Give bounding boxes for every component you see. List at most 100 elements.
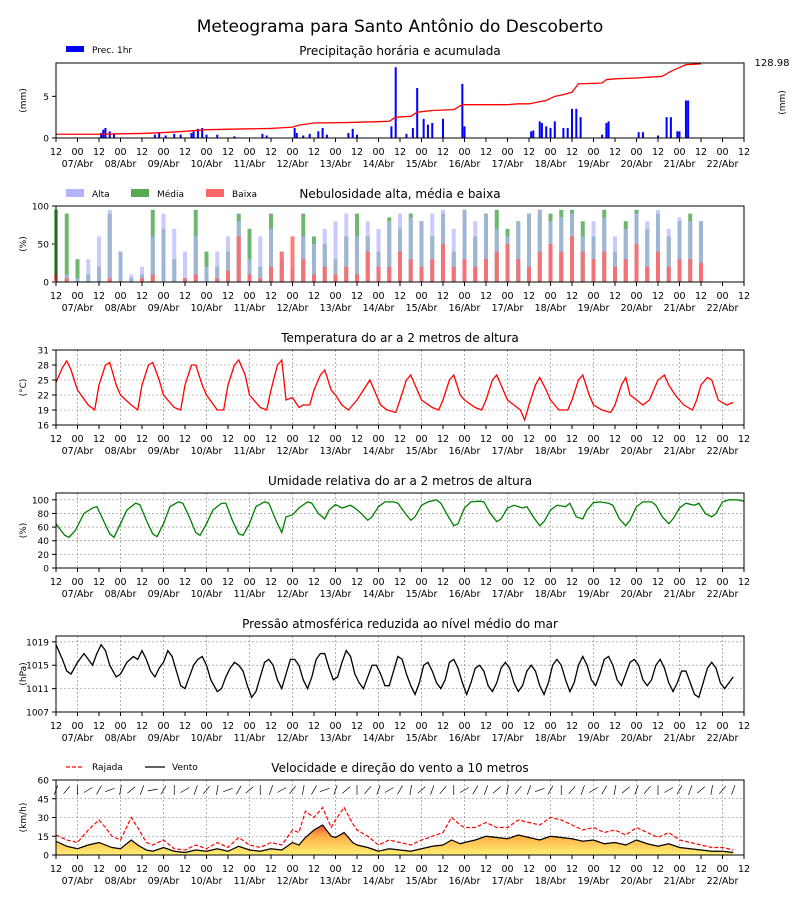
x-hour-label: 00 (415, 721, 427, 732)
x-day-label: 07/Abr (62, 589, 94, 600)
cloud-low-bar (376, 266, 381, 282)
x-hour-label: 12 (179, 291, 191, 302)
precip-bar (295, 133, 298, 138)
x-hour-label: 12 (437, 434, 449, 445)
x-hour-label: 00 (286, 434, 298, 445)
x-hour-label: 12 (351, 147, 363, 158)
main-title: Meteograma para Santo Antônio do Descobe… (197, 17, 604, 37)
x-day-label: 07/Abr (62, 303, 94, 314)
x-hour-label: 12 (222, 434, 234, 445)
x-day-label: 21/Abr (664, 733, 696, 744)
panel-title: Velocidade e direção do vento a 10 metro… (271, 761, 528, 775)
x-hour-label: 12 (265, 577, 277, 588)
wind-direction-arrow (311, 785, 317, 795)
x-hour-label: 00 (415, 864, 427, 875)
cloud-low-bar (570, 236, 574, 282)
cloud-high-bar (247, 259, 252, 282)
wind-direction-arrow (235, 785, 242, 795)
x-day-label: 14/Abr (363, 876, 395, 887)
x-hour-label: 00 (200, 147, 212, 158)
x-hour-label: 12 (695, 434, 707, 445)
wind-direction-arrow (376, 785, 381, 795)
cloud-mid-bar (247, 228, 252, 282)
wind-direction-arrow (676, 785, 683, 795)
legend-label-gust: Rajada (92, 763, 123, 773)
x-day-label: 19/Abr (578, 733, 610, 744)
x-day-label: 12/Abr (277, 159, 309, 170)
precip-bar (553, 121, 556, 138)
x-day-label: 19/Abr (578, 876, 610, 887)
x-hour-label: 12 (609, 147, 621, 158)
precip-bar (233, 136, 236, 138)
x-day-label: 20/Abr (621, 446, 653, 457)
x-hour-label: 00 (415, 147, 427, 158)
x-hour-label: 00 (114, 577, 126, 588)
cloud-low-bar (279, 251, 284, 282)
x-hour-label: 12 (652, 434, 664, 445)
wind-direction-arrow (397, 785, 403, 795)
x-hour-label: 12 (609, 721, 621, 732)
x-hour-label: 12 (93, 577, 105, 588)
cloud-high-bar (355, 236, 359, 282)
cloud-low-bar (193, 274, 198, 282)
precip-bar (356, 134, 358, 138)
wind-direction-arrow (526, 785, 532, 795)
precip-bar (394, 67, 397, 138)
x-hour-label: 12 (523, 291, 535, 302)
x-hour-label: 12 (738, 577, 750, 588)
x-hour-label: 12 (265, 147, 277, 158)
x-day-label: 18/Abr (535, 446, 567, 457)
x-day-label: 22/Abr (707, 159, 739, 170)
x-hour-label: 00 (243, 577, 255, 588)
accumulated-precip-line (56, 63, 702, 135)
precip-bar (104, 128, 107, 138)
x-hour-label: 00 (673, 434, 685, 445)
precip-bar (607, 121, 610, 138)
wind-direction-arrow (245, 786, 254, 794)
precip-bar (201, 128, 204, 138)
cloud-low-bar (247, 274, 252, 282)
x-hour-label: 12 (480, 577, 492, 588)
cloud-low-bar (688, 259, 693, 282)
plot-frame (55, 349, 745, 426)
x-hour-label: 00 (372, 291, 384, 302)
y-tick-label: 60 (38, 777, 50, 787)
x-day-label: 20/Abr (621, 733, 653, 744)
series-line-temperature (55, 358, 734, 422)
x-hour-label: 00 (716, 434, 728, 445)
x-hour-label: 00 (673, 577, 685, 588)
x-day-label: 17/Abr (492, 446, 524, 457)
precip-bar (261, 133, 264, 138)
cloud-low-bar (537, 251, 542, 282)
precip-bar (665, 117, 668, 138)
x-hour-label: 00 (415, 291, 427, 302)
cloud-high-bar (183, 251, 187, 282)
cloud-high-bar (150, 236, 155, 282)
x-hour-label: 00 (243, 434, 255, 445)
cloud-high-bar (172, 228, 177, 282)
x-hour-label: 12 (480, 291, 492, 302)
panel-title: Temperatura do ar a 2 metros de altura (280, 331, 519, 345)
x-hour-label: 12 (265, 864, 277, 875)
x-day-label: 10/Abr (191, 733, 223, 744)
x-hour-label: 00 (157, 291, 169, 302)
x-hour-label: 12 (308, 721, 320, 732)
cloud-low-bar (365, 251, 370, 282)
wind-direction-arrow (580, 785, 585, 795)
series-line-pressure (55, 643, 734, 699)
x-day-label: 21/Abr (664, 446, 696, 457)
x-day-label: 17/Abr (492, 733, 524, 744)
precip-bar (545, 126, 548, 138)
x-hour-label: 12 (523, 434, 535, 445)
cloud-low-bar (387, 266, 392, 282)
x-day-label: 22/Abr (707, 876, 739, 887)
panel-clouds: Nebulosidade alta, média e baixa 0 50 100 (%… (19, 187, 750, 314)
y-tick-label: 19 (38, 407, 50, 417)
x-hour-label: 00 (415, 434, 427, 445)
x-hour-label: 00 (71, 864, 83, 875)
x-hour-label: 12 (738, 721, 750, 732)
cloud-high-bar (129, 274, 134, 282)
x-hour-label: 12 (523, 577, 535, 588)
x-day-label: 11/Abr (234, 446, 266, 457)
x-hour-label: 00 (200, 864, 212, 875)
